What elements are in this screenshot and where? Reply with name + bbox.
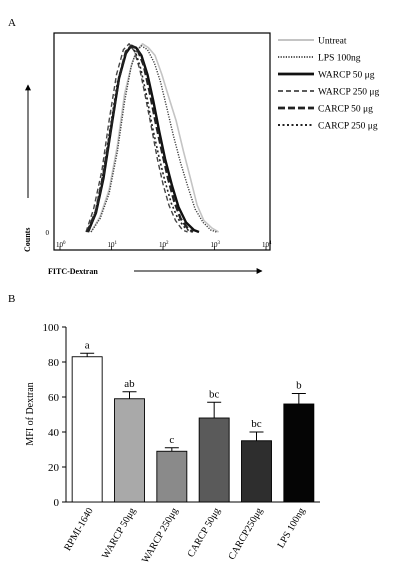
histogram-y-axis-label: Counts — [23, 228, 32, 252]
legend-label-2: WARCP 50 μg — [318, 71, 375, 81]
histogram-x-tick-label: 103 — [211, 241, 221, 249]
panel-a: A 100 101 102 103 104 0 FITC-Dextran Counts … — [8, 17, 379, 276]
histogram-y-tick-label: 0 — [46, 229, 50, 237]
bar-y-tick-label: 60 — [48, 392, 60, 404]
bar-series: a RPMI-1640 ab WARCP 50μg c WARCP 250μg bc CARC… — [62, 339, 315, 565]
histogram-x-tick-label: 101 — [108, 241, 118, 249]
histogram-curve-3 — [85, 43, 188, 233]
histogram-x-tick-label: 104 — [262, 241, 272, 249]
bar-5 — [283, 403, 315, 503]
bar-1 — [114, 398, 145, 503]
histogram-x-tick-label: 102 — [159, 241, 169, 249]
bar-significance-label-5: b — [296, 380, 302, 392]
bar-category-label-3: CARCP 50μg — [186, 506, 223, 559]
bar-y-ticks: 0 20 40 60 80 100 — [43, 322, 66, 509]
histogram-x-tick-label: 100 — [56, 241, 66, 249]
bar-4 — [241, 440, 272, 503]
bar-y-tick-label: 80 — [48, 357, 60, 369]
panel-b-label: B — [8, 293, 15, 305]
bar-3 — [198, 417, 230, 503]
bar-0 — [71, 356, 103, 503]
bar-category-label-1: WARCP 50μg — [100, 506, 138, 561]
histogram-curve-0 — [90, 43, 220, 233]
bar-significance-label-3: bc — [209, 388, 220, 400]
bar-y-axis-label: MFI of Dextran — [25, 382, 36, 445]
legend-label-1: LPS 100ng — [318, 54, 361, 64]
histogram-curve-5 — [85, 45, 192, 233]
bar-significance-label-1: ab — [124, 378, 135, 390]
histogram-curve-1 — [90, 45, 217, 233]
legend-label-0: Untreat — [318, 37, 347, 47]
histogram-curves — [85, 43, 220, 234]
histogram-curve-4 — [86, 44, 194, 233]
bar-y-tick-label: 100 — [43, 322, 60, 334]
legend-label-4: CARCP 50 μg — [318, 105, 373, 115]
bar-y-tick-label: 0 — [54, 497, 60, 509]
legend-label-5: CARCP 250 μg — [318, 122, 378, 132]
histogram-plot-frame — [53, 32, 271, 251]
histogram-legend: Untreat LPS 100ng WARCP 50 μg WARCP 250 μg C… — [278, 37, 379, 132]
bar-category-label-5: LPS 100ng — [276, 506, 308, 550]
bar-y-tick-label: 20 — [48, 462, 60, 474]
bar-significance-label-0: a — [85, 339, 90, 351]
bar-significance-label-4: bc — [251, 418, 262, 430]
bar-2 — [156, 450, 188, 503]
legend-label-3: WARCP 250 μg — [318, 88, 379, 98]
bar-y-tick-label: 40 — [48, 427, 60, 439]
panel-a-label: A — [8, 17, 16, 29]
bar-category-label-0: RPMI-1640 — [62, 506, 95, 553]
bar-category-label-4: CARCP250μg — [226, 506, 265, 562]
bar-category-label-2: WARCP 250μg — [140, 506, 181, 565]
histogram-y-ticks: 0 — [46, 229, 50, 237]
histogram-x-ticks: 100 101 102 103 104 — [56, 241, 272, 250]
histogram-x-axis-label: FITC-Dextran — [48, 267, 98, 276]
panel-b: B 0 20 40 60 80 100 MFI of Dextran a RPMI-1640… — [8, 293, 320, 565]
bar-significance-label-2: c — [169, 434, 174, 446]
